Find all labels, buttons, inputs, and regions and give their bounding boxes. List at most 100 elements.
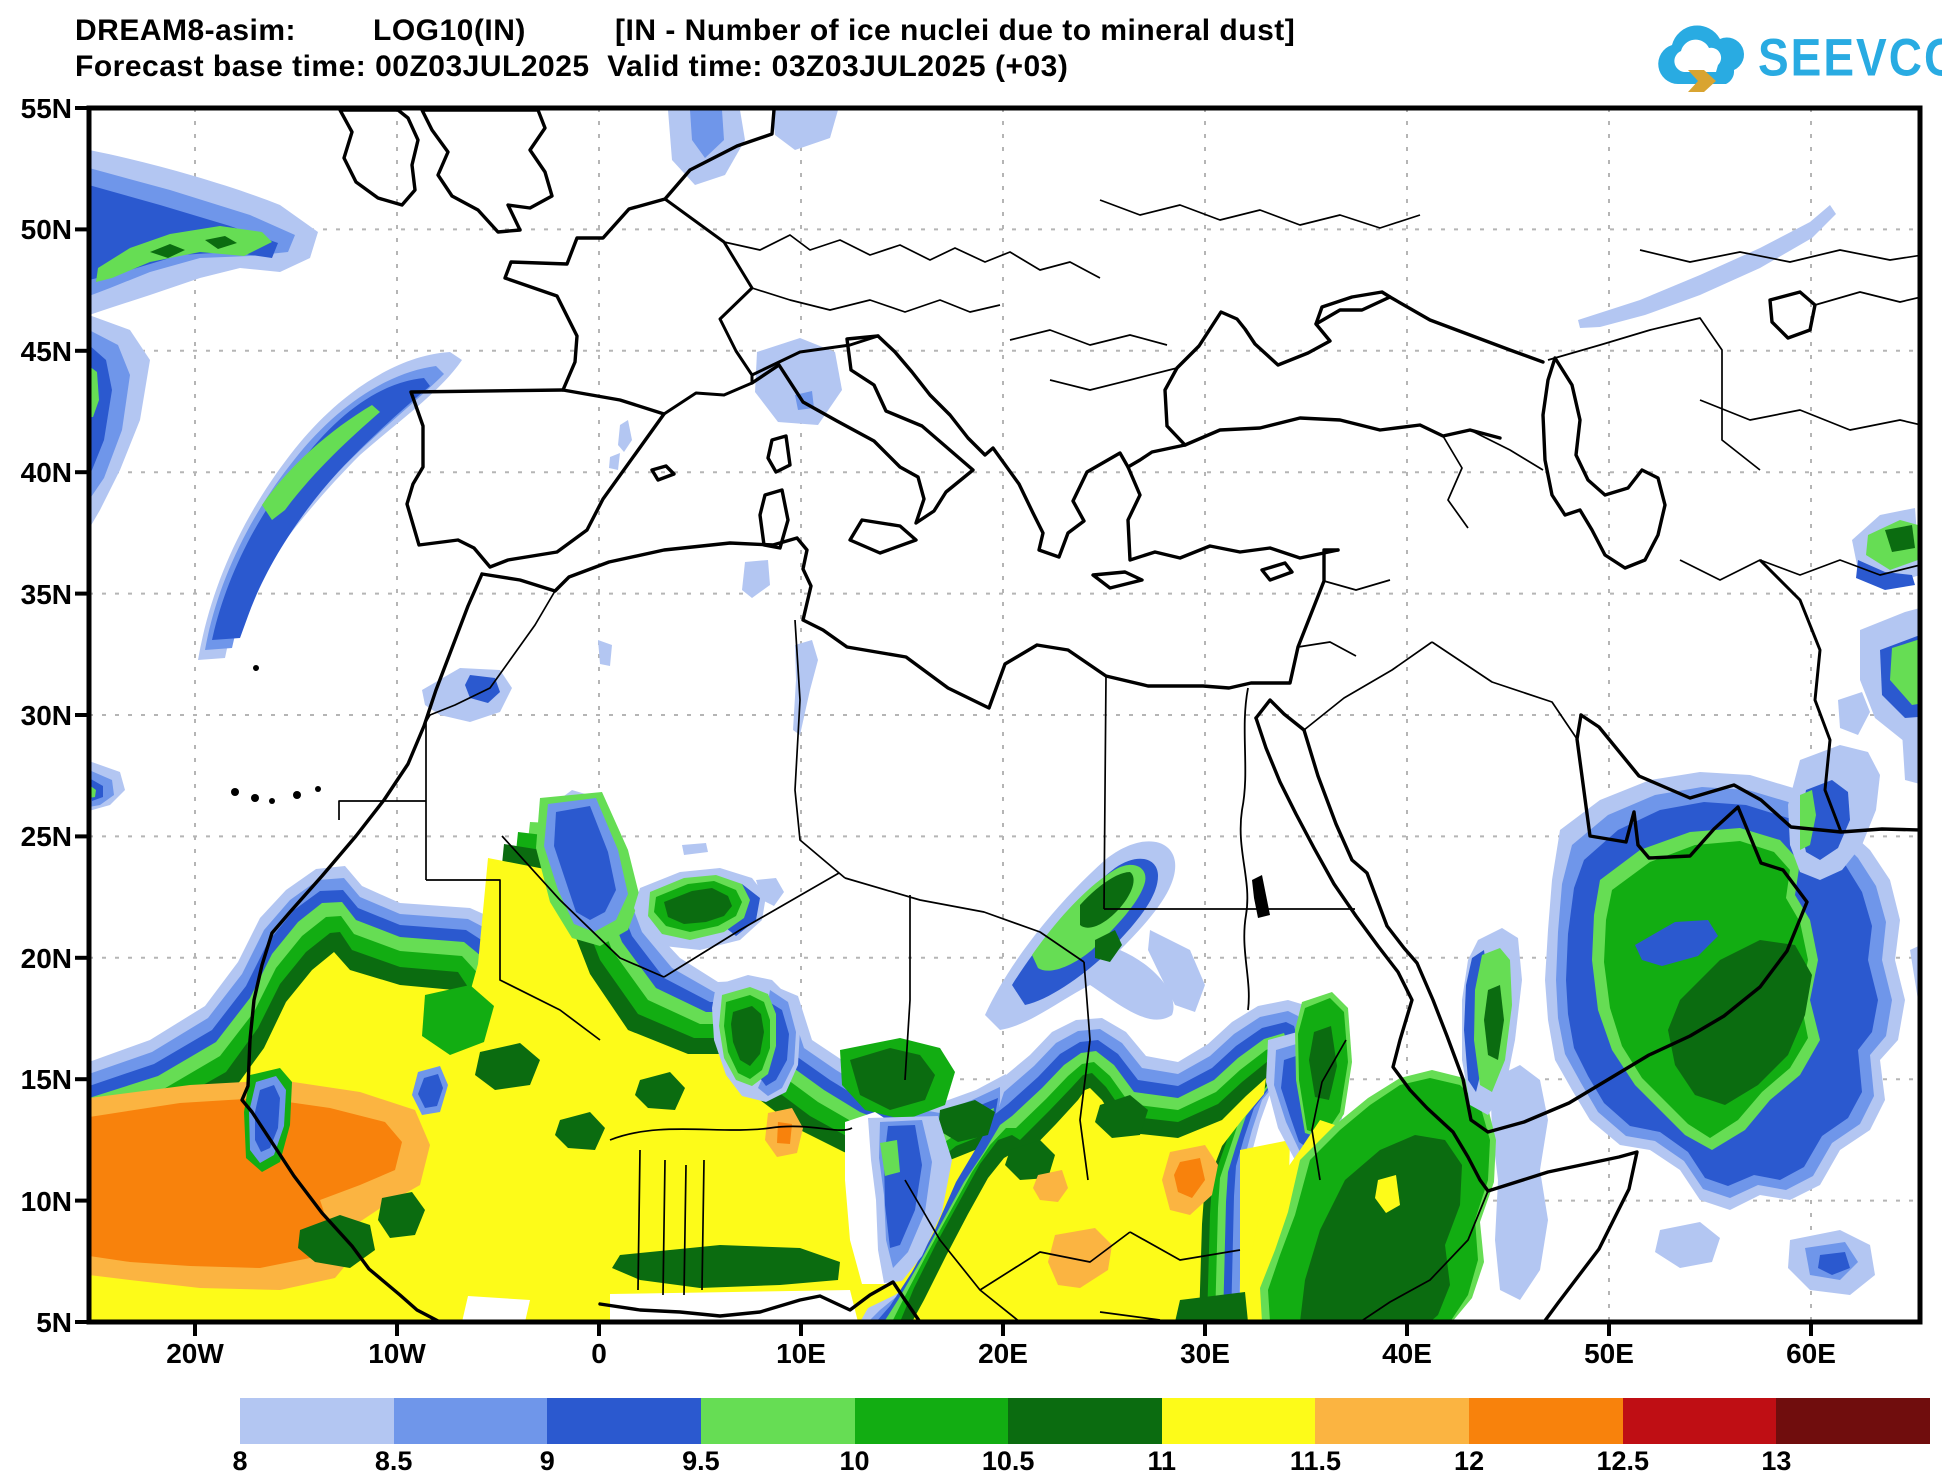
lat-tick-label: 35N: [20, 578, 72, 610]
contour-fill-level-7: [1033, 1170, 1068, 1202]
contour-fill-level-5: [1175, 1292, 1248, 1321]
coast-red-sea-west: [1254, 716, 1639, 1321]
contour-fill-level-5: [612, 1245, 840, 1288]
nile-river: [1239, 687, 1250, 1011]
colorbar-segment: [1776, 1398, 1931, 1444]
coast-balearics: [650, 464, 676, 482]
contour-fill-level-5: [1484, 985, 1504, 1060]
colorbar-tick-label: 8: [232, 1446, 248, 1476]
lon-tick-label: 0: [591, 1338, 607, 1369]
coast-caspian: [1541, 356, 1667, 570]
contour-fill-level-5: [1080, 872, 1134, 928]
coastlines-and-borders: [231, 110, 1918, 1321]
contour-fill-level-3: [91, 367, 99, 417]
lat-tick-label: 10N: [20, 1185, 72, 1217]
colorbar-segment: [393, 1398, 548, 1444]
colorbar-tick-label: 8.5: [374, 1446, 413, 1476]
colorbar-segment: [854, 1398, 1009, 1444]
contour-fill-level-5: [298, 1215, 375, 1268]
contour-fill-level-5: [731, 1006, 764, 1066]
contour-fill-level-3: [91, 786, 96, 798]
contour-fill-level-2: [1635, 920, 1718, 966]
contour-fill-level-2: [1856, 560, 1915, 590]
contour-fill-level-3: [262, 405, 380, 520]
plot-frame: [86, 105, 1923, 1325]
coast-sardinia: [758, 488, 790, 550]
contour-fill-level-0: [755, 338, 842, 425]
colorbar-tick-label: 12.5: [1596, 1446, 1649, 1476]
contour-fill-level-0: [1838, 692, 1870, 735]
coast-west-africa: [240, 572, 484, 1321]
contour-fill-level-0: [609, 453, 620, 470]
contour-fill-level-0: [1148, 930, 1205, 1012]
borders-central-asia: [1547, 249, 1918, 581]
coast-iberia: [405, 388, 666, 569]
contour-fill-level-5: [664, 888, 732, 924]
colorbar-segment: [240, 1398, 394, 1444]
coast-arabia: [1302, 713, 1809, 1134]
contour-fill-level-2: [255, 1085, 280, 1152]
contour-fill-level-5: [378, 1192, 425, 1238]
contour-fill-level-6: [1375, 1175, 1400, 1213]
lat-tick-label: 55N: [20, 93, 72, 124]
variable-name: LOG10(IN): [373, 14, 526, 47]
contour-fill-level-5: [850, 1048, 935, 1110]
contour-fill-level-0: [1655, 1222, 1720, 1268]
colorbar-tick-label: 13: [1761, 1446, 1792, 1476]
lat-tick-label: 40N: [20, 457, 72, 489]
contour-fill-level-5: [205, 236, 237, 249]
lon-tick-label: 40E: [1382, 1338, 1432, 1369]
colorbar-tick-label: 10.5: [981, 1446, 1035, 1476]
lon-tick-label: 30E: [1180, 1338, 1230, 1369]
variable-description: [IN - Number of ice nuclei due to minera…: [615, 14, 1296, 47]
contour-fill-level-0: [1578, 205, 1836, 328]
lon-tick-label: 50E: [1584, 1338, 1634, 1369]
border-france-east: [663, 197, 754, 416]
contour-fill-level-5: [150, 244, 185, 258]
colorbar-tick-label: 9: [539, 1446, 555, 1476]
seevccc-logo: SEEVCCC: [1648, 14, 1942, 94]
coast-crete: [1091, 570, 1144, 590]
contour-fill-level-5: [1309, 1026, 1337, 1100]
contour-fill-level-0: [742, 560, 770, 598]
contour-fill-level-2: [212, 378, 430, 640]
contour-fill-level-5: [1668, 940, 1812, 1105]
contour-fill-level-0: [772, 110, 838, 150]
contour-fill-level-8: [777, 1122, 792, 1144]
contour-fill-level-3: [1800, 790, 1816, 850]
canary-island: [251, 794, 259, 802]
canary-island: [315, 786, 321, 792]
colorbar-segment: [1161, 1398, 1316, 1444]
coast-aral: [1768, 290, 1817, 340]
coast-france-northsea: [503, 110, 776, 392]
coast-iran-south: [1579, 713, 1918, 834]
borders-east-africa: [1311, 1039, 1489, 1321]
borders-middle-east: [1297, 429, 1578, 740]
time-line: Forecast base time: 00Z03JUL2025 Valid t…: [75, 50, 1069, 83]
contour-fill-level-5: [1005, 1140, 1055, 1180]
madeira-island: [253, 665, 259, 671]
contour-fill-level-0: [618, 420, 632, 452]
lon-tick-label: 10W: [368, 1338, 426, 1369]
coast-corsica: [766, 434, 792, 474]
coast-turkey-north: [1183, 416, 1502, 447]
border-alps: [751, 334, 879, 377]
contour-fill-level-5: [1300, 1135, 1462, 1321]
colorbar-tick-label: 11: [1147, 1446, 1177, 1476]
logo-text: SEEVCCC: [1758, 27, 1942, 87]
colorbar-tick-label: 10: [839, 1446, 870, 1476]
contour-fill-level-0: [1910, 946, 1918, 1000]
colorbar-segment: [1622, 1398, 1777, 1444]
contour-fill-level-3: [1890, 639, 1918, 705]
coast-turkey-south: [1126, 465, 1340, 562]
canary-island: [269, 798, 275, 804]
contour-fill-level-2: [1818, 1252, 1850, 1275]
coast-great-britain: [420, 110, 554, 234]
contour-fill-level-5: [1095, 1095, 1148, 1138]
lon-tick-label: 60E: [1786, 1338, 1836, 1369]
contour-fill-level-7: [1048, 1228, 1112, 1288]
cloud-logo-icon: [1658, 25, 1745, 92]
coast-black-sea: [1163, 290, 1545, 447]
lat-tick-label: 20N: [20, 942, 72, 974]
